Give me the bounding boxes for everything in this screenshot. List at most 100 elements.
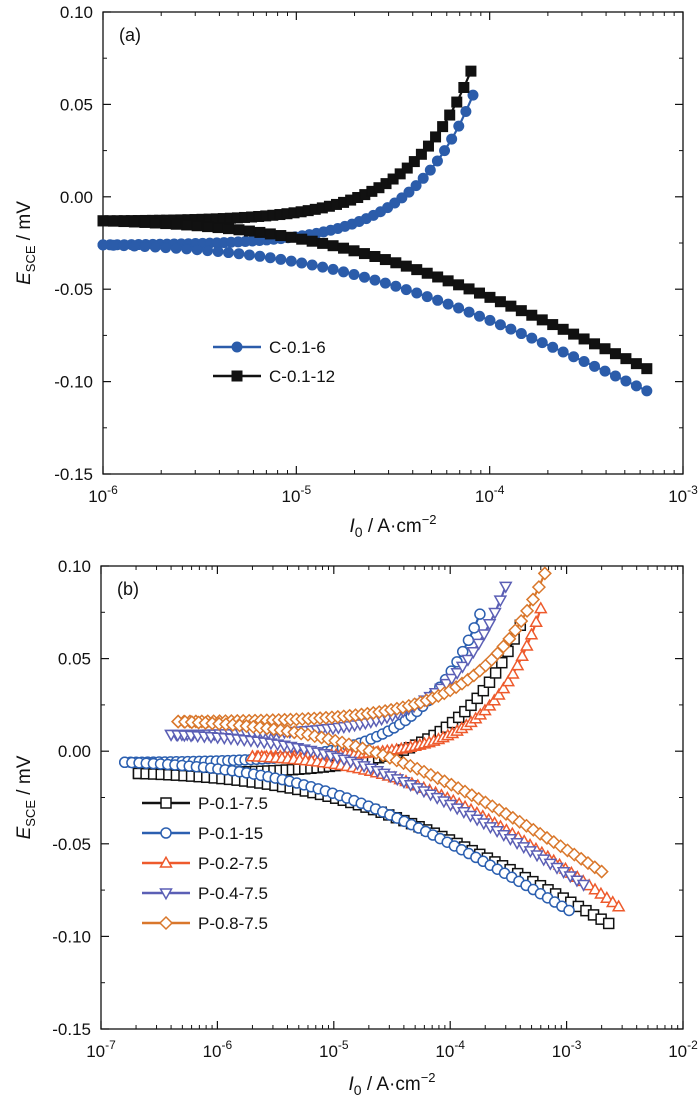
y-tick-label: -0.10 xyxy=(52,927,91,946)
data-point xyxy=(306,235,318,247)
legend: P-0.1-7.5 P-0.1-15 P-0.2-7.5 P-0.4-7.5 P-0.8… xyxy=(142,794,268,933)
data-point xyxy=(496,639,511,654)
data-point xyxy=(547,319,559,331)
x-tick-label: 10-4 xyxy=(435,1038,465,1061)
data-point xyxy=(506,666,520,679)
x-tick-label: 10-5 xyxy=(319,1038,349,1061)
legend-marker xyxy=(158,915,174,931)
y-tick-label: -0.15 xyxy=(54,465,93,484)
data-point xyxy=(589,360,601,372)
data-point xyxy=(149,241,161,253)
data-point xyxy=(348,268,360,280)
data-point xyxy=(118,240,130,252)
data-point xyxy=(453,120,465,132)
data-point xyxy=(181,243,193,255)
data-point xyxy=(396,192,408,204)
data-point xyxy=(536,337,548,349)
data-point xyxy=(403,186,415,198)
data-point xyxy=(492,687,506,700)
data-point xyxy=(444,109,456,121)
x-tick-label: 10-2 xyxy=(668,1038,698,1061)
data-point xyxy=(465,65,477,77)
data-point xyxy=(502,631,517,646)
data-point xyxy=(444,673,459,686)
data-point xyxy=(411,287,423,299)
data-point xyxy=(630,380,642,392)
data-point xyxy=(465,699,477,712)
data-point xyxy=(477,629,491,642)
data-point xyxy=(547,341,559,353)
data-point xyxy=(275,230,287,242)
anodic-branch-C-0.1-12 xyxy=(103,70,472,222)
data-point xyxy=(453,279,465,291)
data-point xyxy=(390,280,402,292)
data-point xyxy=(498,581,513,594)
data-point xyxy=(466,647,481,660)
data-point xyxy=(641,363,653,375)
data-point xyxy=(473,310,485,322)
data-point xyxy=(602,917,615,930)
data-point xyxy=(489,667,502,679)
data-point xyxy=(463,306,475,318)
data-point xyxy=(394,168,406,180)
panel-label: (b) xyxy=(117,579,139,599)
legend-marker xyxy=(159,888,173,901)
data-point xyxy=(369,250,381,262)
data-point xyxy=(107,215,119,227)
data-point xyxy=(243,225,255,237)
data-point xyxy=(477,684,490,697)
cathodic-branch-C-0.1-6 xyxy=(102,243,648,392)
data-point xyxy=(139,216,151,228)
data-point xyxy=(510,658,525,671)
data-point xyxy=(431,155,443,167)
data-point xyxy=(563,904,575,917)
data-point xyxy=(212,246,224,258)
data-point xyxy=(458,81,470,93)
data-point xyxy=(450,667,464,681)
data-point xyxy=(400,284,412,296)
legend-label: P-0.4-7.5 xyxy=(198,884,268,903)
y-tick-label: 0.10 xyxy=(60,3,93,22)
data-point xyxy=(149,217,161,229)
data-point xyxy=(296,233,308,245)
data-point xyxy=(505,300,517,312)
data-point xyxy=(417,172,429,184)
data-point xyxy=(578,333,590,345)
data-point xyxy=(348,245,360,257)
data-point xyxy=(599,343,611,355)
series-P-0.1-15 xyxy=(119,608,575,917)
data-point xyxy=(118,216,130,228)
data-point xyxy=(421,291,433,303)
panel-b: 10-7 10-6 10-5 10-4 10-3 10-2 0.10 0.05 0.00 -0.0… xyxy=(14,557,698,1098)
data-point xyxy=(557,346,569,358)
data-point xyxy=(285,255,297,267)
data-point xyxy=(296,257,308,269)
data-point xyxy=(576,879,591,892)
data-point xyxy=(442,275,454,287)
data-point xyxy=(442,298,454,310)
data-point xyxy=(531,580,546,595)
data-point xyxy=(338,242,350,254)
data-point xyxy=(432,294,444,306)
data-point xyxy=(160,242,172,254)
data-point xyxy=(463,283,475,295)
data-point xyxy=(496,681,511,694)
data-point xyxy=(524,627,539,640)
data-point xyxy=(422,140,434,152)
data-point xyxy=(358,271,370,283)
data-point xyxy=(379,254,391,266)
x-tick-label: 10-3 xyxy=(552,1038,582,1061)
data-point xyxy=(461,654,475,667)
data-point xyxy=(317,261,329,273)
data-point xyxy=(471,692,483,705)
y-tick-label: -0.05 xyxy=(54,280,93,299)
data-point xyxy=(641,385,653,397)
x-axis-title: I0 / A·cm−2 xyxy=(348,1070,435,1098)
y-tick-label: 0.05 xyxy=(60,95,93,114)
panel-label: (a) xyxy=(119,25,141,45)
data-point xyxy=(275,253,287,265)
series-C-0.1-6 xyxy=(97,89,653,397)
data-point xyxy=(212,222,224,234)
legend-marker xyxy=(160,827,172,839)
data-point xyxy=(390,257,402,269)
